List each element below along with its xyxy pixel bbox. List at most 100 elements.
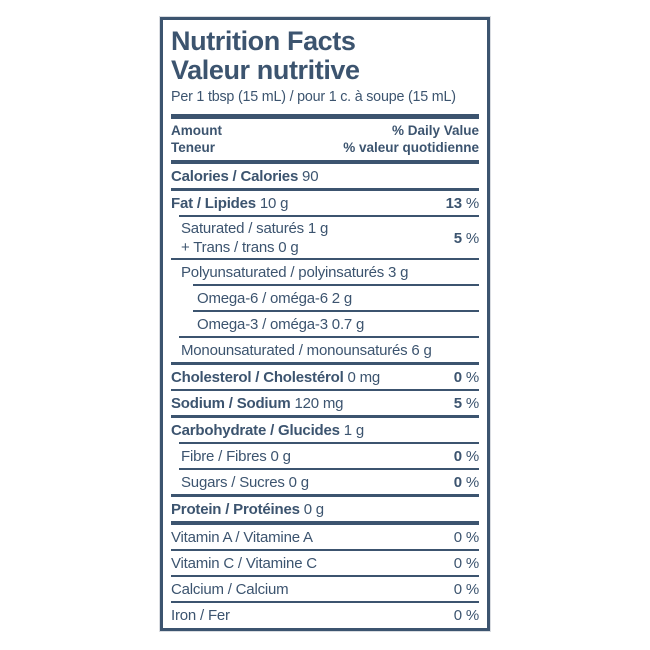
divider-vitamin-a: [171, 521, 479, 525]
divider-calcium: [171, 575, 479, 577]
nutrient-amount: 10 g: [255, 195, 289, 212]
nutrient-name-vitamin-a: Vitamin A / Vitamine A: [171, 527, 313, 548]
column-header: Amount Teneur % Daily Value % valeur quo…: [171, 119, 479, 160]
nutrient-row-sodium: Sodium / Sodium 120 mg 5 %: [171, 391, 479, 415]
nutrient-amount: 0 mg: [343, 369, 381, 386]
daily-value-cholesterol: 0 %: [453, 369, 479, 386]
nutrient-row-fat: Fat / Lipides 10 g 13 %: [171, 191, 479, 215]
nutrient-row-monounsaturated: Monounsaturated / monounsaturés 6 g: [171, 338, 479, 362]
nutrient-label: Sugars / Sucres: [181, 474, 285, 491]
divider-sodium: [171, 389, 479, 391]
nutrient-name-protein: Protein / Protéines 0 g: [171, 499, 324, 520]
daily-value-calcium: 0 %: [453, 581, 479, 598]
title-english: Nutrition Facts: [171, 26, 356, 56]
nutrient-amount: 2 g: [327, 290, 353, 307]
daily-value-vitamin-a: 0 %: [453, 529, 479, 546]
nutrient-label: Cholesterol / Cholestérol: [171, 369, 344, 386]
divider-heavy-header: [171, 160, 479, 164]
nutrient-name-cholesterol: Cholesterol / Cholestérol 0 mg: [171, 367, 380, 388]
divider-cholesterol: [171, 362, 479, 365]
divider-omega-6: [193, 284, 479, 286]
nutrient-amount: 0 g: [284, 474, 309, 491]
divider-saturated-trans: [179, 215, 479, 217]
nutrient-amount: 0.7 g: [327, 316, 365, 333]
nutrient-amount: 3 g: [384, 264, 409, 281]
nutrient-label: Polyunsaturated / polyinsaturés: [181, 264, 385, 281]
nutrient-amount: 120 mg: [290, 395, 344, 412]
daily-value-iron: 0 %: [453, 607, 479, 624]
daily-value-fibre: 0 %: [453, 448, 479, 465]
daily-value-header-french: % valeur quotidienne: [343, 140, 479, 155]
nutrient-row-iron: Iron / Fer 0 %: [171, 603, 479, 627]
amount-header-english: Amount: [171, 123, 222, 138]
nutrient-name-monounsaturated: Monounsaturated / monounsaturés 6 g: [171, 340, 432, 361]
nutrient-row-vitamin-c: Vitamin C / Vitamine C 0 %: [171, 551, 479, 575]
daily-value-sugars: 0 %: [453, 474, 479, 491]
nutrition-facts-label: Nutrition Facts Valeur nutritive Per 1 t…: [160, 17, 490, 631]
daily-value-vitamin-c: 0 %: [453, 555, 479, 572]
divider-monounsaturated: [179, 336, 479, 338]
nutrient-name-fat: Fat / Lipides 10 g: [171, 193, 288, 214]
nutrient-name-sodium: Sodium / Sodium 120 mg: [171, 393, 344, 414]
nutrient-row-cholesterol: Cholesterol / Cholestérol 0 mg 0 %: [171, 365, 479, 389]
nutrient-row-protein: Protein / Protéines 0 g: [171, 497, 479, 521]
nutrient-amount: 0 g: [299, 501, 324, 518]
nutrient-name-sugars: Sugars / Sucres 0 g: [171, 472, 309, 493]
daily-value-header-english: % Daily Value: [391, 123, 479, 138]
daily-value-saturated-trans: 5 %: [453, 229, 479, 247]
nutrient-name-iron: Iron / Fer: [171, 605, 230, 626]
nutrient-row-omega-3: Omega-3 / oméga-3 0.7 g: [171, 312, 479, 336]
nutrient-label: Iron / Fer: [171, 607, 230, 624]
divider-vitamin-c: [171, 549, 479, 551]
nutrient-name-calories: Calories / Calories 90: [171, 166, 319, 187]
nutrient-name-calcium: Calcium / Calcium: [171, 579, 289, 600]
nutrient-label: Vitamin A / Vitamine A: [171, 529, 313, 546]
amount-header: Amount Teneur: [171, 122, 222, 156]
nutrient-label: Vitamin C / Vitamine C: [171, 555, 317, 572]
nutrient-name-omega-3: Omega-3 / oméga-3 0.7 g: [171, 314, 364, 335]
divider-carbohydrate: [171, 415, 479, 418]
nutrient-row-sugars: Sugars / Sucres 0 g 0 %: [171, 470, 479, 494]
divider-fibre: [179, 442, 479, 444]
nutrient-label: Omega-3 / oméga-3: [197, 316, 328, 333]
nutrient-label: Sodium / Sodium: [171, 395, 291, 412]
nutrient-row-vitamin-a: Vitamin A / Vitamine A 0 %: [171, 525, 479, 549]
nutrient-row-fibre: Fibre / Fibres 0 g 0 %: [171, 444, 479, 468]
serving-size: Per 1 tbsp (15 mL) / pour 1 c. à soupe (…: [171, 89, 456, 105]
nutrient-name-polyunsaturated: Polyunsaturated / polyinsaturés 3 g: [171, 262, 409, 283]
divider-sugars: [179, 468, 479, 470]
nutrient-row-calories: Calories / Calories 90: [171, 164, 479, 188]
nutrient-amount: 90: [298, 168, 319, 185]
divider-iron: [171, 601, 479, 603]
nutrient-name-vitamin-c: Vitamin C / Vitamine C: [171, 553, 317, 574]
nutrient-row-omega-6: Omega-6 / oméga-6 2 g: [171, 286, 479, 310]
nutrient-rows: Calories / Calories 90 Fat / Lipides 10 g…: [171, 164, 479, 627]
nutrient-label: Omega-6 / oméga-6: [197, 290, 328, 307]
nutrient-label: Calories / Calories: [171, 168, 299, 185]
nutrient-row-polyunsaturated: Polyunsaturated / polyinsaturés 3 g: [171, 260, 479, 284]
nutrient-name-omega-6: Omega-6 / oméga-6 2 g: [171, 288, 352, 309]
nutrient-amount: 1 g: [303, 220, 329, 237]
divider-fat: [171, 188, 479, 191]
nutrient-amount: 0 g: [266, 448, 291, 465]
nutrient-label: Protein / Protéines: [171, 501, 300, 518]
nutrient-row-carbohydrate: Carbohydrate / Glucides 1 g: [171, 418, 479, 442]
nutrient-amount: 6 g: [407, 342, 432, 359]
nutrient-label: Carbohydrate / Glucides: [171, 422, 340, 439]
nutrient-label: Fat / Lipides: [171, 195, 256, 212]
nutrient-amount: 1 g: [339, 422, 365, 439]
nutrient-name-fibre: Fibre / Fibres 0 g: [171, 446, 291, 467]
nutrient-label: Calcium / Calcium: [171, 581, 289, 598]
divider-polyunsaturated: [171, 258, 479, 260]
nutrient-row-calcium: Calcium / Calcium 0 %: [171, 577, 479, 601]
amount-header-french: Teneur: [171, 140, 216, 155]
nutrient-label: Fibre / Fibres: [181, 448, 267, 465]
nutrient-row-saturated-trans: Saturated / saturés 1 g + Trans / trans 0…: [171, 217, 479, 258]
divider-protein: [171, 494, 479, 497]
daily-value-header: % Daily Value % valeur quotidienne: [343, 122, 479, 156]
nutrient-label-line2: + Trans / trans 0 g: [181, 239, 299, 256]
title-french: Valeur nutritive: [171, 55, 360, 85]
divider-omega-3: [193, 310, 479, 312]
daily-value-fat: 13 %: [445, 195, 480, 212]
